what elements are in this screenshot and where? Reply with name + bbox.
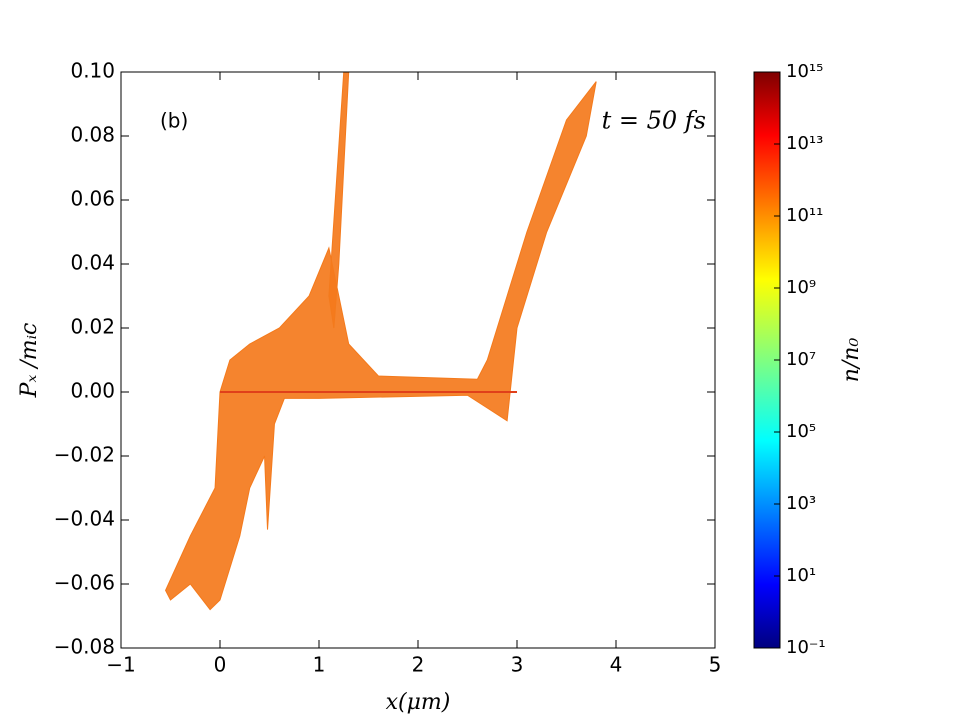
x-tick-label: 3 <box>511 653 524 677</box>
y-tick-label: −0.02 <box>54 443 115 467</box>
x-tick-label: 1 <box>313 653 326 677</box>
x-tick-label: 4 <box>610 653 623 677</box>
y-axis-label: Pₓ /mᵢc <box>17 323 42 399</box>
y-tick-label: 0.10 <box>70 59 115 83</box>
x-axis-label: x(μm) <box>386 690 451 715</box>
y-tick-label: −0.04 <box>54 507 115 531</box>
colorbar-tick-label: 10¹¹ <box>786 205 823 226</box>
panel-label: (b) <box>160 109 188 133</box>
colorbar-tick-label: 10¹³ <box>786 133 823 154</box>
time-annotation: t = 50 fs <box>602 107 706 135</box>
colorbar-tick-label: 10¹⁵ <box>786 61 823 82</box>
colorbar-tick-label: 10⁵ <box>786 421 816 442</box>
x-tick-label: 2 <box>412 653 425 677</box>
colorbar-tick-label: 10⁷ <box>786 349 816 370</box>
colorbar-tick-label: 10⁻¹ <box>786 637 826 658</box>
density-region <box>164 81 597 611</box>
colorbar-label: n/n₀ <box>839 338 864 383</box>
x-tick-label: 0 <box>214 653 227 677</box>
colorbar-tick-label: 10¹ <box>786 565 816 586</box>
y-tick-label: 0.02 <box>70 315 115 339</box>
x-tick-label: 5 <box>709 653 722 677</box>
y-tick-label: 0.00 <box>70 379 115 403</box>
density-region <box>328 71 350 329</box>
y-tick-label: 0.08 <box>70 123 115 147</box>
colorbar-tick-label: 10³ <box>786 493 816 514</box>
y-tick-label: −0.08 <box>54 635 115 659</box>
x-tick-label: −1 <box>106 653 135 677</box>
y-tick-label: −0.06 <box>54 571 115 595</box>
y-tick-label: 0.04 <box>70 251 115 275</box>
y-tick-label: 0.06 <box>70 187 115 211</box>
colorbar-tick-label: 10⁹ <box>786 277 816 298</box>
